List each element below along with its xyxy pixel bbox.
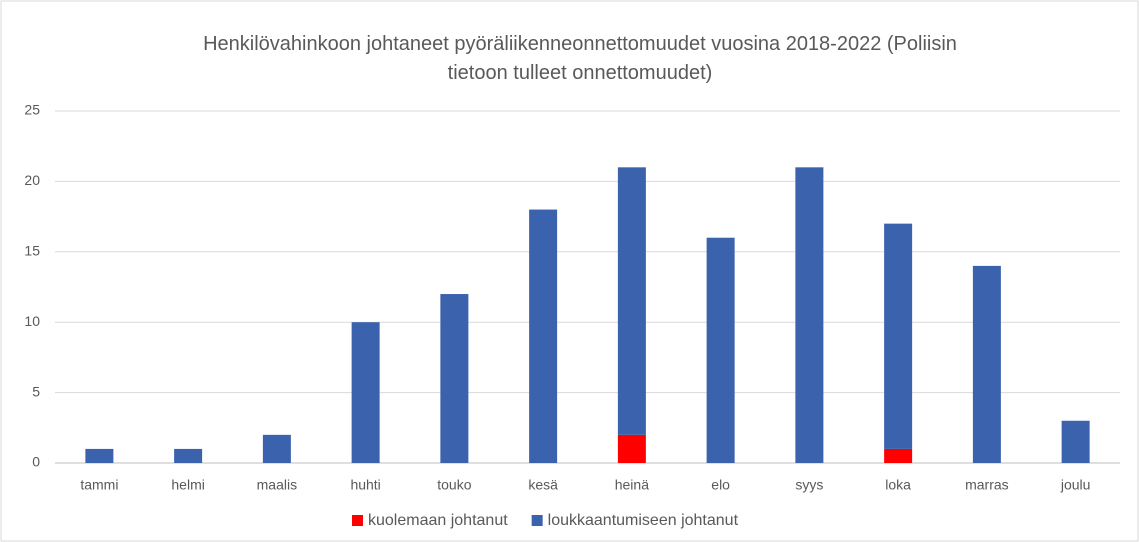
bar-segment	[85, 448, 114, 463]
x-tick-label: maalis	[257, 477, 297, 493]
x-tick-label: syys	[795, 477, 823, 493]
x-tick-label: huhti	[350, 477, 380, 493]
x-tick-label: marras	[965, 477, 1009, 493]
legend-swatch	[531, 515, 543, 526]
bar-segment	[351, 322, 380, 463]
x-tick-label: kesä	[528, 477, 558, 493]
bar-segment	[617, 167, 646, 435]
x-tick-label: tammi	[80, 477, 118, 493]
chart-title: Henkilövahinkoon johtaneet pyöräliikenne…	[203, 33, 957, 84]
y-tick-label: 15	[24, 243, 40, 259]
bar-segment	[174, 448, 203, 463]
bar-segment	[884, 448, 913, 463]
bar-segment	[440, 294, 469, 463]
x-tick-label: joulu	[1060, 477, 1091, 493]
bar-segment	[706, 237, 735, 463]
y-tick-label: 5	[32, 383, 40, 399]
bar-segment	[617, 434, 646, 463]
bar-segment	[262, 434, 291, 463]
y-tick-label: 20	[24, 172, 40, 188]
x-tick-label: heinä	[615, 477, 649, 493]
x-tick-label: elo	[711, 477, 730, 493]
x-tick-label: helmi	[171, 477, 204, 493]
legend-label: loukkaantumiseen johtanut	[548, 512, 739, 529]
y-tick-label: 10	[24, 313, 40, 329]
bar-segment	[795, 167, 824, 463]
x-tick-label: touko	[437, 477, 471, 493]
bar-segment	[972, 265, 1001, 463]
legend-swatch	[352, 515, 363, 526]
bar-segment	[884, 223, 913, 449]
bar-segment	[529, 209, 558, 463]
y-tick-label: 25	[24, 102, 40, 118]
y-tick-label: 0	[32, 454, 40, 470]
bar-segment	[1061, 420, 1090, 463]
legend-label: kuolemaan johtanut	[368, 512, 508, 529]
x-tick-label: loka	[885, 477, 911, 493]
